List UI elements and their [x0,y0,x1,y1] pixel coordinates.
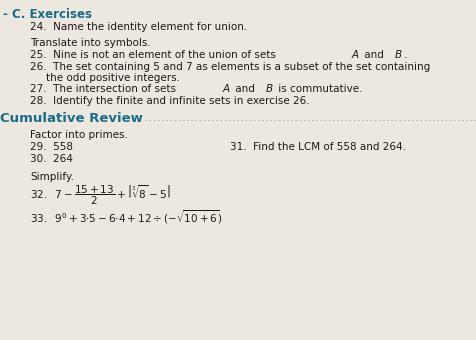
Text: 27.  The intersection of sets: 27. The intersection of sets [30,84,179,94]
Text: B: B [394,50,401,60]
Text: B: B [266,84,273,94]
Text: A: A [351,50,358,60]
Text: the odd positive integers.: the odd positive integers. [46,73,180,83]
Text: $33.\;\ 9^{0}+3{\cdot}5-6{\cdot}4+12\div(-\sqrt{10+6})$: $33.\;\ 9^{0}+3{\cdot}5-6{\cdot}4+12\div… [30,208,223,226]
Text: 31.  Find the LCM of 558 and 264.: 31. Find the LCM of 558 and 264. [230,142,406,152]
Text: A: A [223,84,230,94]
Text: 26.  The set containing 5 and 7 as elements is a subset of the set containing: 26. The set containing 5 and 7 as elemen… [30,62,430,72]
Text: Simplify.: Simplify. [30,172,74,182]
Text: .: . [404,50,407,60]
Text: 25.  Nine is not an element of the union of sets: 25. Nine is not an element of the union … [30,50,279,60]
Text: and: and [232,84,258,94]
Text: 30.  264: 30. 264 [30,154,73,164]
Text: - C. Exercises: - C. Exercises [3,8,92,21]
Text: Translate into symbols.: Translate into symbols. [30,38,151,48]
Text: Cumulative Review: Cumulative Review [0,112,143,125]
Text: Factor into primes.: Factor into primes. [30,130,128,140]
Text: is commutative.: is commutative. [275,84,362,94]
Text: 24.  Name the identity element for union.: 24. Name the identity element for union. [30,22,247,32]
Text: 29.  558: 29. 558 [30,142,73,152]
Text: and: and [361,50,387,60]
Text: $32.\;\ 7-\dfrac{15+13}{2}+\left|\sqrt[3]{8}-5\right|$: $32.\;\ 7-\dfrac{15+13}{2}+\left|\sqrt[3… [30,184,171,207]
Text: 28.  Identify the finite and infinite sets in exercise 26.: 28. Identify the finite and infinite set… [30,96,309,106]
